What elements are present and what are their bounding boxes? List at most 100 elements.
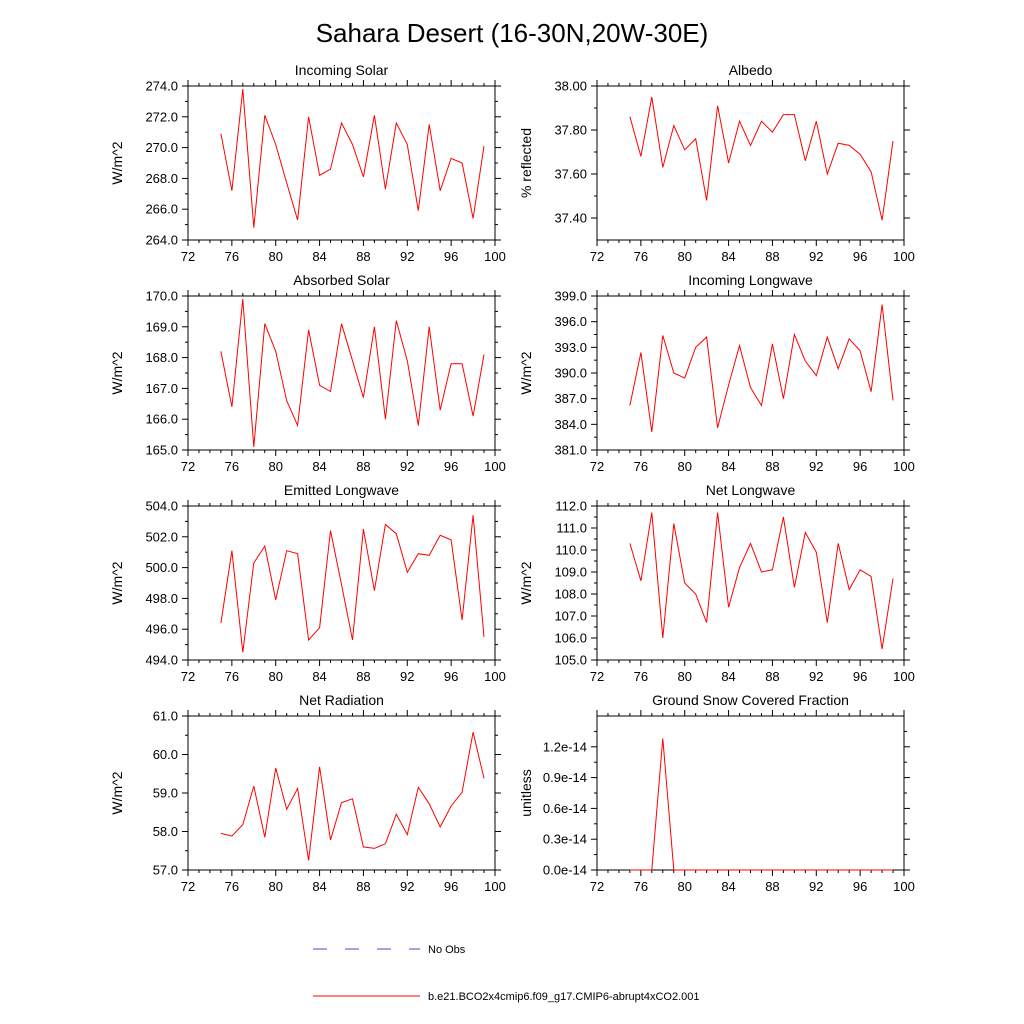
y-axis-label: W/m^2 bbox=[109, 561, 125, 604]
y-axis-label: W/m^2 bbox=[109, 351, 125, 394]
x-tick-label: 76 bbox=[225, 669, 239, 684]
panel-6: 72 76 80 84 88 92 96 100 57.0 58.0 59.0 60.0 61.0 Net… bbox=[109, 692, 506, 894]
x-tick-label: 100 bbox=[484, 459, 506, 474]
x-tick-label: 84 bbox=[312, 879, 326, 894]
x-tick-label: 100 bbox=[893, 879, 915, 894]
x-tick-label: 96 bbox=[444, 249, 458, 264]
y-tick-label: 268.0 bbox=[145, 171, 178, 186]
x-tick-label: 80 bbox=[677, 669, 691, 684]
x-tick-label: 76 bbox=[634, 879, 648, 894]
y-tick-label: 38.00 bbox=[554, 79, 587, 94]
x-tick-label: 76 bbox=[225, 459, 239, 474]
series-line bbox=[629, 512, 894, 650]
series-line bbox=[629, 96, 894, 221]
x-tick-label: 100 bbox=[484, 249, 506, 264]
panel-2: 72 76 80 84 88 92 96 100 165.0 166.0 167.0 168.0 169… bbox=[109, 272, 506, 474]
x-tick-label: 92 bbox=[809, 879, 823, 894]
y-tick-label: 270.0 bbox=[145, 140, 178, 155]
y-tick-label: 393.0 bbox=[554, 340, 587, 355]
x-tick-label: 100 bbox=[893, 249, 915, 264]
plot-frame bbox=[596, 85, 905, 241]
y-axis-label: W/m^2 bbox=[518, 351, 534, 394]
y-axis-label: W/m^2 bbox=[109, 141, 125, 184]
y-axis-label: W/m^2 bbox=[518, 561, 534, 604]
x-tick-label: 80 bbox=[677, 459, 691, 474]
x-tick-label: 96 bbox=[853, 459, 867, 474]
y-axis-label: W/m^2 bbox=[109, 771, 125, 814]
panel-title: Emitted Longwave bbox=[284, 482, 399, 498]
x-tick-label: 100 bbox=[893, 669, 915, 684]
y-tick-label: 500.0 bbox=[145, 560, 178, 575]
y-tick-label: 61.0 bbox=[153, 709, 178, 724]
series-line bbox=[220, 299, 485, 447]
y-tick-label: 59.0 bbox=[153, 786, 178, 801]
y-tick-label: 381.0 bbox=[554, 443, 587, 458]
x-tick-label: 88 bbox=[765, 669, 779, 684]
x-tick-label: 88 bbox=[356, 669, 370, 684]
y-tick-label: 37.60 bbox=[554, 167, 587, 182]
y-tick-label: 166.0 bbox=[145, 412, 178, 427]
panel-4: 72 76 80 84 88 92 96 100 494.0 496.0 498.0 500.0 502… bbox=[109, 482, 506, 684]
y-tick-label: 0.0e-14 bbox=[543, 863, 587, 878]
x-tick-label: 72 bbox=[181, 459, 195, 474]
panel-3: 72 76 80 84 88 92 96 100 381.0 384.0 387.0 390.0 393… bbox=[518, 272, 915, 474]
plot-frame bbox=[187, 715, 496, 871]
plot-frame bbox=[596, 295, 905, 451]
panel-5: 72 76 80 84 88 92 96 100 105.0 106.0 107.0 108.0 109… bbox=[518, 482, 915, 684]
y-tick-label: 396.0 bbox=[554, 314, 587, 329]
y-tick-label: 272.0 bbox=[145, 109, 178, 124]
x-tick-label: 100 bbox=[484, 879, 506, 894]
y-tick-label: 0.9e-14 bbox=[543, 770, 587, 785]
x-tick-label: 96 bbox=[444, 669, 458, 684]
x-tick-label: 92 bbox=[809, 459, 823, 474]
y-tick-label: 0.3e-14 bbox=[543, 832, 587, 847]
x-tick-label: 84 bbox=[312, 459, 326, 474]
x-tick-label: 88 bbox=[356, 459, 370, 474]
y-tick-label: 387.0 bbox=[554, 391, 587, 406]
y-tick-label: 112.0 bbox=[555, 499, 587, 514]
x-tick-label: 80 bbox=[268, 879, 282, 894]
y-tick-label: 167.0 bbox=[145, 381, 178, 396]
y-tick-label: 0.6e-14 bbox=[543, 801, 587, 816]
y-tick-label: 170.0 bbox=[145, 289, 178, 304]
x-tick-label: 84 bbox=[312, 669, 326, 684]
y-tick-label: 390.0 bbox=[554, 366, 587, 381]
x-tick-label: 92 bbox=[400, 249, 414, 264]
x-tick-label: 84 bbox=[312, 249, 326, 264]
y-tick-label: 169.0 bbox=[145, 319, 178, 334]
y-tick-label: 57.0 bbox=[153, 863, 178, 878]
x-tick-label: 72 bbox=[590, 669, 604, 684]
y-tick-label: 60.0 bbox=[153, 747, 178, 762]
y-axis-label: unitless bbox=[518, 769, 534, 816]
x-tick-label: 72 bbox=[590, 459, 604, 474]
x-tick-label: 88 bbox=[765, 459, 779, 474]
x-tick-label: 72 bbox=[181, 669, 195, 684]
x-tick-label: 92 bbox=[400, 669, 414, 684]
y-axis-label: % reflected bbox=[518, 128, 534, 198]
y-tick-label: 498.0 bbox=[145, 591, 178, 606]
x-tick-label: 84 bbox=[721, 669, 735, 684]
x-tick-label: 88 bbox=[765, 249, 779, 264]
y-tick-label: 1.2e-14 bbox=[543, 739, 587, 754]
x-tick-label: 80 bbox=[268, 459, 282, 474]
panel-title: Incoming Longwave bbox=[688, 272, 813, 288]
x-tick-label: 76 bbox=[225, 249, 239, 264]
x-tick-label: 76 bbox=[225, 879, 239, 894]
x-tick-label: 92 bbox=[400, 879, 414, 894]
y-tick-label: 496.0 bbox=[145, 622, 178, 637]
x-tick-label: 92 bbox=[809, 669, 823, 684]
legend: No Obs b.e21.BCO2x4cmip6.f09_g17.CMIP6-a… bbox=[313, 944, 700, 1003]
x-tick-label: 84 bbox=[721, 879, 735, 894]
y-tick-label: 108.0 bbox=[554, 587, 587, 602]
y-tick-label: 109.0 bbox=[554, 565, 587, 580]
panel-title: Albedo bbox=[729, 62, 773, 78]
series-line bbox=[629, 738, 893, 871]
panel-0: 72 76 80 84 88 92 96 100 264.0 266.0 268.0 270.0 272… bbox=[109, 62, 506, 264]
x-tick-label: 72 bbox=[181, 249, 195, 264]
x-tick-label: 76 bbox=[634, 459, 648, 474]
x-tick-label: 84 bbox=[721, 459, 735, 474]
x-tick-label: 80 bbox=[268, 669, 282, 684]
y-tick-label: 266.0 bbox=[145, 202, 178, 217]
y-tick-label: 502.0 bbox=[145, 529, 178, 544]
y-tick-label: 37.80 bbox=[554, 123, 587, 138]
